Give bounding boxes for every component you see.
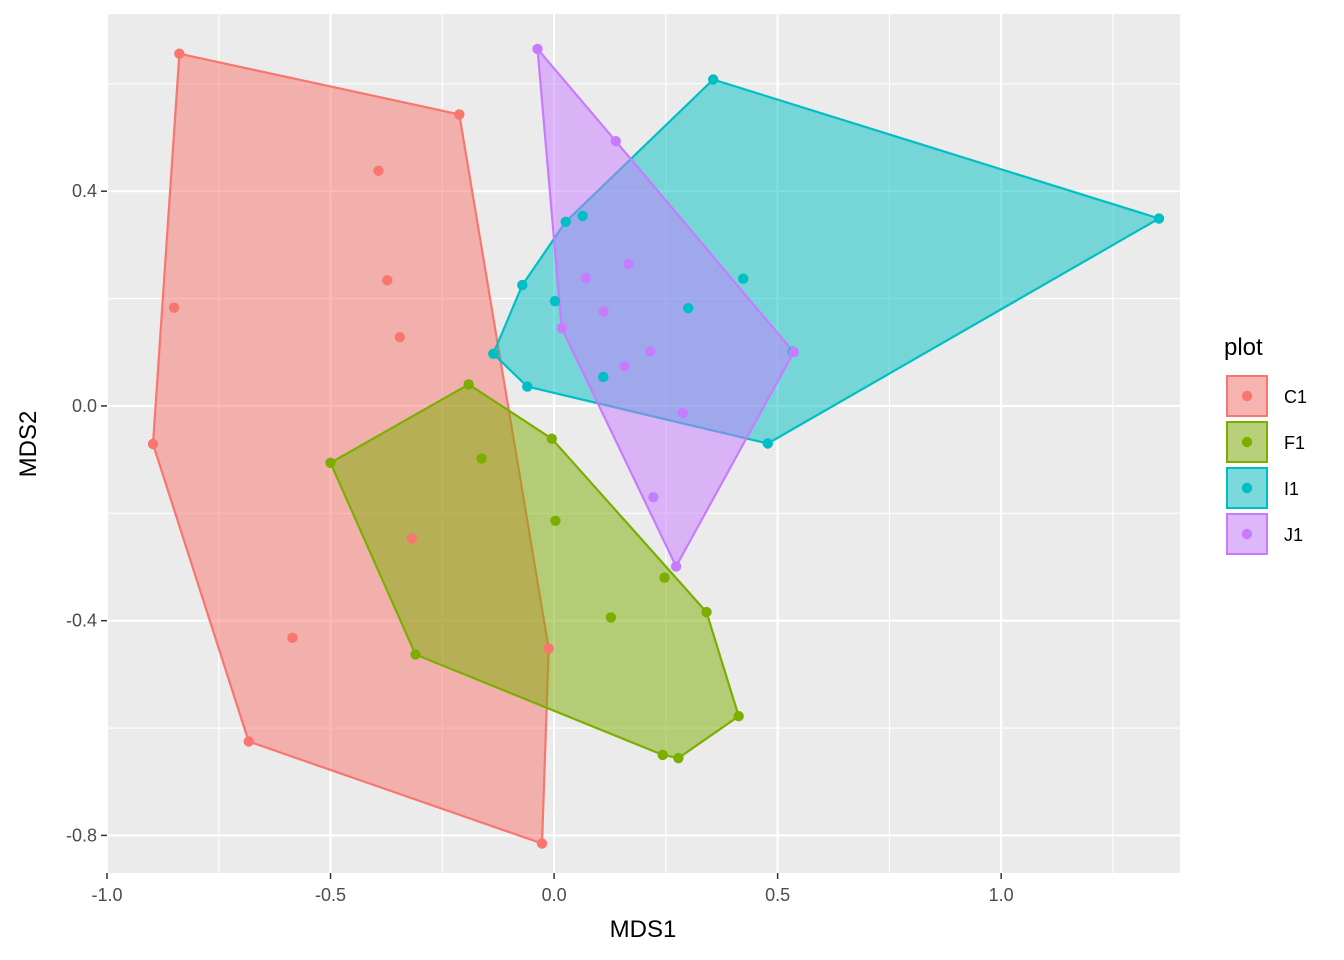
point-f1 [476,453,487,464]
point-f1 [546,433,557,444]
point-c1 [543,643,554,654]
point-j1 [670,561,682,572]
point-j1 [556,322,567,334]
point-i1 [517,279,528,291]
y-tick-label: 0.0 [72,396,97,416]
point-f1 [463,379,474,390]
x-axis-title: MDS1 [610,916,677,943]
point-c1 [406,533,418,544]
point-f1 [657,749,668,761]
legend-key-point [1241,390,1253,402]
y-tick-label: -0.8 [66,825,97,845]
point-f1 [659,572,670,583]
point-c1 [454,109,465,120]
y-axis: -0.8 -0.4 0.0 0.4 [66,181,107,845]
point-i1 [549,296,561,307]
y-tick-label: 0.4 [72,181,97,201]
point-j1 [623,259,634,270]
point-c1 [394,332,405,343]
point-j1 [610,136,621,147]
point-f1 [325,457,336,468]
point-i1 [762,438,773,449]
point-f1 [701,606,712,618]
point-f1 [605,612,617,623]
point-j1 [677,407,688,419]
point-i1 [577,210,588,222]
legend: plot C1 F1 I1 J1 [1224,334,1307,555]
point-i1 [488,348,499,359]
legend-key-point [1241,528,1253,540]
legend-label-f1: F1 [1284,433,1305,453]
point-c1 [287,632,298,643]
point-j1 [532,43,543,55]
point-i1 [1153,213,1165,224]
legend-label-j1: J1 [1284,525,1303,545]
point-j1 [619,361,630,372]
point-c1 [243,736,254,747]
legend-key-point [1241,436,1253,448]
x-tick-label: -0.5 [315,885,346,905]
x-tick-label: -1.0 [91,885,122,905]
legend-label-i1: I1 [1284,479,1299,499]
point-f1 [673,752,684,764]
x-tick-label: 0.0 [542,885,567,905]
point-j1 [648,492,659,503]
legend-key-i1 [1226,467,1268,509]
y-tick-label: -0.4 [66,611,97,631]
point-c1 [382,275,393,286]
hull-j1 [536,47,795,568]
x-axis: -1.0 -0.5 0.0 0.5 1.0 [91,873,1014,905]
legend-key-point [1241,482,1253,494]
point-c1 [373,165,384,176]
point-j1 [598,306,609,317]
legend-title: plot [1224,334,1263,361]
point-j1 [788,347,799,358]
data-points [147,43,1165,849]
point-i1 [598,371,609,383]
point-c1 [174,48,185,59]
point-i1 [522,381,533,392]
y-axis-title: MDS2 [15,411,42,478]
point-j1 [645,346,656,357]
point-c1 [168,302,180,313]
x-tick-label: 0.5 [765,885,790,905]
point-i1 [560,216,571,227]
legend-label-c1: C1 [1284,387,1307,407]
point-j1 [580,272,591,284]
point-f1 [550,515,561,526]
point-i1 [683,303,694,314]
x-tick-label: 1.0 [989,885,1014,905]
point-c1 [536,838,548,849]
point-i1 [708,74,719,85]
point-f1 [410,649,421,660]
point-f1 [733,711,744,722]
point-i1 [738,273,749,284]
point-c1 [147,438,159,450]
